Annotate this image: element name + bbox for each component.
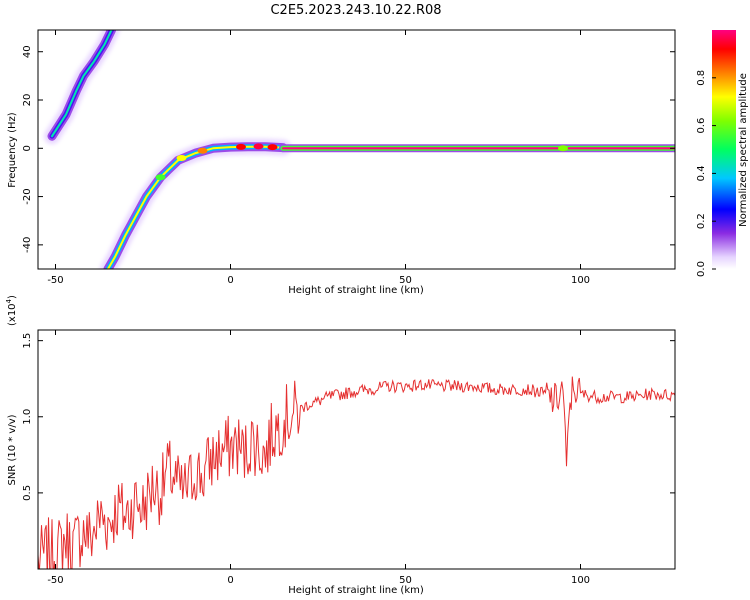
spectrogram-x-axis-label: Height of straight line (km) [288, 285, 424, 296]
spectrogram-y-axis-label: Frequency (Hz) [7, 112, 18, 188]
y-tick-label: 1.0 [22, 409, 33, 425]
heatmap-blob [197, 147, 208, 154]
x-tick-label: 50 [399, 575, 412, 586]
x-tick-label: 0 [227, 275, 233, 286]
heatmap-blob [176, 154, 187, 161]
heatmap-upper-diagonal-core [51, 30, 113, 138]
colorbar-gradient [712, 30, 736, 269]
colorbar-tick-label: 0.0 [696, 261, 707, 277]
spectrogram-y-ticks: -40 -20 0 20 40 [22, 45, 675, 253]
x-tick-label: -50 [47, 575, 63, 586]
y-tick-label: 1.5 [22, 333, 33, 349]
colorbar: 0.0 0.2 0.4 0.6 0.8 Normalized spectral ampl… [696, 30, 749, 277]
x-tick-label: 50 [399, 275, 412, 286]
y-tick-label: 0 [22, 145, 33, 151]
y-tick-label: -20 [22, 188, 33, 204]
heatmap-blob [558, 145, 568, 152]
figure-title: C2E5.2023.243.10.22.R08 [270, 3, 441, 18]
colorbar-tick-label: 0.4 [696, 165, 707, 181]
colorbar-tick-label: 0.2 [696, 213, 707, 229]
colorbar-tick-label: 0.6 [696, 118, 707, 134]
heatmap-lower-curve-halo [100, 138, 291, 269]
x-tick-label: 0 [227, 575, 233, 586]
snr-x-ticks: -50 0 50 100 [47, 330, 590, 586]
snr-y-multiplier: (x104) [5, 295, 18, 326]
heatmap-blob [236, 143, 246, 150]
spectrogram-frame [37, 29, 676, 270]
colorbar-ticks: 0.0 0.2 0.4 0.6 0.8 [696, 70, 716, 277]
heatmap-marks [44, 30, 675, 269]
x-tick-label: 100 [571, 275, 590, 286]
y-tick-label: 0.5 [22, 485, 33, 501]
y-tick-label: -40 [22, 237, 33, 253]
spectrogram-x-ticks: -50 0 50 100 [47, 30, 590, 286]
snr-frame [37, 329, 676, 570]
snr-x-axis-label: Height of straight line (km) [288, 585, 424, 596]
heatmap-blob [267, 144, 278, 151]
colorbar-tick-label: 0.8 [696, 70, 707, 86]
colorbar-label: Normalized spectral amplitude [738, 73, 749, 227]
snr-panel: -50 0 50 100 0.5 1.0 1.5 Height of straight l… [5, 295, 676, 596]
heatmap-lower-curve-core [107, 145, 284, 269]
x-tick-label: 100 [571, 575, 590, 586]
y-tick-label: 20 [22, 94, 33, 107]
y-tick-label: 40 [22, 45, 33, 58]
snr-y-ticks: 0.5 1.0 1.5 [22, 333, 675, 501]
snr-y-axis-label: SNR (10 * v/v) [7, 414, 18, 485]
x-tick-label: -50 [47, 275, 63, 286]
heatmap-blob [253, 143, 264, 150]
heatmap-blob [155, 174, 166, 181]
spectrogram-panel: -50 0 50 100 -40 -20 0 20 40 Height of straight… [7, 29, 676, 296]
snr-series-line [38, 376, 675, 569]
